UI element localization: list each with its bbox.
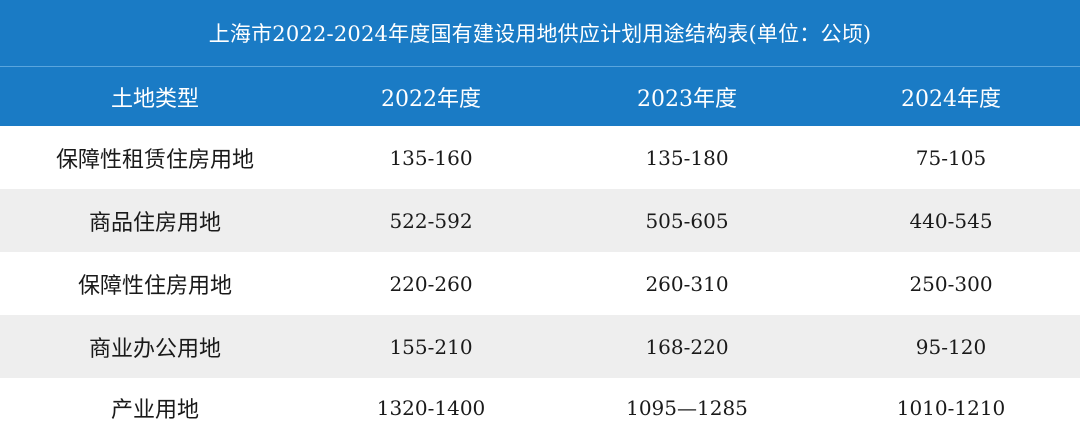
value-2022: 1320-1400	[376, 396, 486, 420]
value-2024: 95-120	[915, 334, 987, 359]
value-2023: 1095—1285	[626, 396, 748, 420]
value-2023: 168-220	[645, 334, 729, 359]
value-2024: 250-300	[909, 271, 993, 296]
title-divider	[0, 66, 1080, 67]
row-label: 保障性住房用地	[77, 273, 232, 299]
row-label: 商业办公用地	[88, 336, 221, 362]
table-row: 保障性租赁住房用地 135-160 135-180 75-105	[0, 126, 1080, 189]
value-2022: 220-260	[389, 271, 473, 296]
header-year-2024: 2024年度	[901, 86, 1001, 112]
header-row: 土地类型 2022年度 2023年度 2024年度	[0, 67, 1080, 126]
value-2024: 440-545	[909, 208, 993, 233]
value-2023: 505-605	[645, 208, 729, 233]
table-row: 商业办公用地 155-210 168-220 95-120	[0, 315, 1080, 378]
header-land-type: 土地类型	[110, 86, 199, 112]
row-label: 保障性租赁住房用地	[55, 147, 254, 173]
value-2024: 75-105	[915, 145, 987, 170]
value-2022: 135-160	[389, 145, 473, 170]
value-2023: 135-180	[645, 145, 729, 170]
value-2022: 522-592	[389, 208, 473, 233]
table-row: 商品住房用地 522-592 505-605 440-545	[0, 189, 1080, 252]
value-2022: 155-210	[389, 334, 473, 359]
header-year-2023: 2023年度	[637, 86, 737, 112]
value-2023: 260-310	[645, 271, 729, 296]
table-row: 保障性住房用地 220-260 260-310 250-300	[0, 252, 1080, 315]
table-title: 上海市2022-2024年度国有建设用地供应计划用途结构表(单位：公顷)	[0, 0, 1080, 66]
table-row: 产业用地 1320-1400 1095—1285 1010-1210	[0, 378, 1080, 438]
row-label: 商品住房用地	[88, 210, 221, 236]
row-label: 产业用地	[110, 398, 199, 423]
header-year-2022: 2022年度	[381, 86, 481, 112]
value-2024: 1010-1210	[896, 396, 1006, 420]
